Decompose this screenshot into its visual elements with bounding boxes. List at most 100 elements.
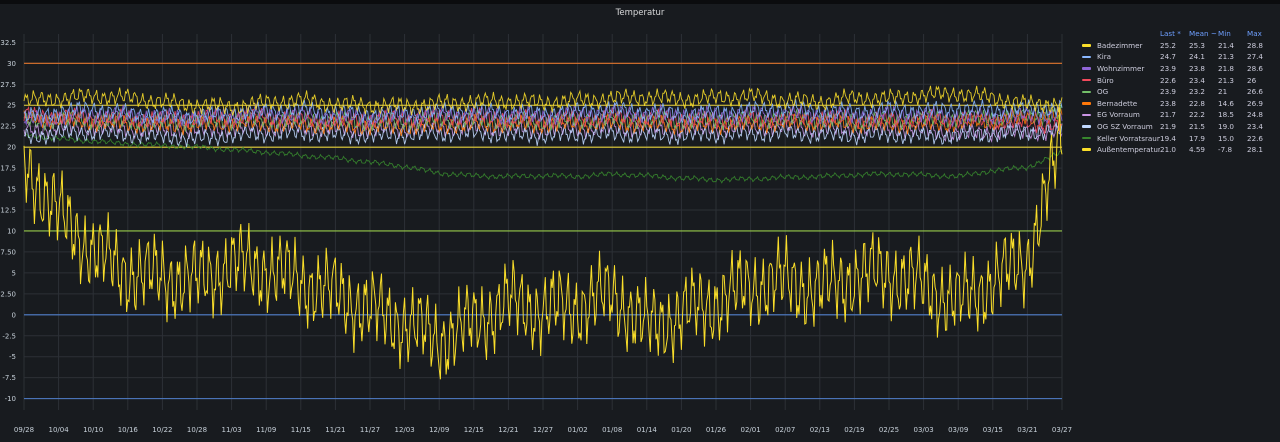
series-line-b-ro[interactable] (23, 105, 1063, 134)
x-tick-label: 01/26 (706, 426, 727, 434)
legend-item[interactable]: OG SZ Vorraum 21.9 21.5 19.0 23.4 (1078, 121, 1276, 133)
legend-item[interactable]: Wohnzimmer 23.9 23.8 21.8 28.6 (1078, 63, 1276, 75)
legend-mean: 24.1 (1189, 52, 1206, 62)
x-tick-label: 10/28 (187, 426, 207, 434)
y-tick-label: -7.5 (2, 374, 16, 382)
y-tick-label: 27.5 (0, 81, 16, 89)
legend-last: 21.7 (1160, 110, 1177, 120)
series-line-kira[interactable] (23, 99, 1063, 125)
series-line-au-entemperatur[interactable] (23, 107, 1063, 380)
legend-swatch (1082, 148, 1091, 151)
legend-header-max[interactable]: Max (1247, 29, 1262, 39)
y-tick-label: -10 (5, 395, 16, 403)
legend-last: 21.9 (1160, 122, 1177, 132)
y-tick-label: 12.5 (0, 207, 16, 215)
legend-item[interactable]: Außentemperatur 21.0 4.59 -7.8 28.1 (1078, 144, 1276, 156)
legend-mean: 23.8 (1189, 64, 1206, 74)
panel-title[interactable]: Temperatur (615, 8, 665, 18)
y-tick-label: 2.50 (0, 290, 16, 298)
x-tick-label: 03/21 (1017, 426, 1037, 434)
legend-mean: 21.5 (1189, 122, 1206, 132)
series-line-keller-vorratsraum[interactable] (23, 131, 1063, 184)
y-tick-label: 32.5 (0, 39, 16, 47)
legend-max: 22.6 (1247, 133, 1264, 143)
legend-swatch (1082, 67, 1091, 70)
x-tick-label: 12/03 (395, 426, 415, 434)
legend-item[interactable]: Kira 24.7 24.1 21.3 27.4 (1078, 51, 1276, 63)
x-tick-label: 11/15 (291, 426, 311, 434)
legend-max: 26.9 (1247, 98, 1264, 108)
legend-swatch (1082, 55, 1091, 59)
time-series-plot[interactable]: 32.5 30 27.5 25 22.5 20 17.5 15 12.5 10 7.50 5 2.50 0… (0, 0, 1075, 442)
legend-item[interactable]: Bernadette 23.8 22.8 14.6 26.9 (1078, 98, 1276, 110)
legend-header-min[interactable]: Min (1218, 29, 1231, 39)
legend-swatch (1082, 90, 1091, 94)
legend-last: 23.9 (1160, 64, 1177, 74)
x-tick-label: 09/28 (14, 426, 34, 434)
legend-min: 21.8 (1218, 64, 1235, 74)
legend-last: 19.4 (1160, 133, 1177, 143)
y-tick-label: 15 (7, 186, 16, 194)
x-tick-label: 10/22 (152, 426, 172, 434)
x-tick-label: 11/03 (222, 426, 242, 434)
legend-item[interactable]: Büro 22.6 23.4 21.3 26 (1078, 74, 1276, 86)
legend-series-name: Wohnzimmer (1097, 64, 1145, 74)
legend-series-name: Außentemperatur (1097, 145, 1160, 155)
y-tick-label: 25 (7, 102, 16, 110)
legend-max: 28.8 (1247, 40, 1264, 50)
legend-min: 14.6 (1218, 98, 1235, 108)
x-tick-label: 02/13 (810, 426, 830, 434)
x-tick-label: 02/19 (844, 426, 864, 434)
legend-last: 23.9 (1160, 87, 1177, 97)
legend-table: Last * Mean ~ Min Max Badezimmer 25.2 25.3… (1078, 28, 1276, 156)
x-tick-label: 02/25 (879, 426, 899, 434)
y-tick-label: 30 (7, 60, 16, 68)
x-tick-label: 12/09 (429, 426, 449, 434)
x-tick-label: 11/21 (325, 426, 345, 434)
x-tick-label: 02/01 (741, 426, 761, 434)
x-tick-label: 01/14 (637, 426, 658, 434)
legend-item[interactable]: Keller Vorratsraum 19.4 17.9 15.0 22.6 (1078, 132, 1276, 144)
legend-mean: 23.2 (1189, 87, 1206, 97)
x-tick-label: 03/27 (1052, 426, 1072, 434)
legend-max: 27.4 (1247, 52, 1264, 62)
x-tick-label: 01/02 (568, 426, 588, 434)
legend-min: 21 (1218, 87, 1228, 97)
legend-mean: 23.4 (1189, 75, 1206, 85)
legend-header-mean[interactable]: Mean ~ (1189, 29, 1217, 39)
legend-max: 26.6 (1247, 87, 1264, 97)
y-tick-label: -5 (9, 353, 16, 361)
legend-series-name: OG (1097, 87, 1109, 97)
legend-min: -7.8 (1218, 145, 1233, 155)
legend-min: 21.3 (1218, 52, 1235, 62)
series-line-badezimmer[interactable] (23, 85, 1063, 116)
x-tick-label: 12/27 (533, 426, 553, 434)
y-tick-label: 10 (7, 227, 16, 235)
legend-series-name: OG SZ Vorraum (1097, 122, 1153, 132)
series-line-og-sz-vorraum[interactable] (23, 122, 1063, 148)
legend-series-name: Kira (1097, 52, 1112, 62)
x-tick-label: 12/15 (464, 426, 484, 434)
legend-series-name: Badezimmer (1097, 40, 1143, 50)
legend-header-last[interactable]: Last * (1160, 29, 1181, 39)
legend-series-name: EG Vorraum (1097, 110, 1140, 120)
legend-min: 18.5 (1218, 110, 1235, 120)
series-line-bernadette[interactable] (23, 106, 1063, 137)
x-tick-label: 03/03 (914, 426, 934, 434)
legend-item[interactable]: EG Vorraum 21.7 22.2 18.5 24.8 (1078, 109, 1276, 121)
x-tick-label: 01/20 (671, 426, 691, 434)
legend-swatch (1082, 44, 1091, 47)
series-line-wohnzimmer[interactable] (23, 103, 1063, 128)
legend-item[interactable]: Badezimmer 25.2 25.3 21.4 28.8 (1078, 40, 1276, 52)
x-tick-label: 11/27 (360, 426, 380, 434)
legend-swatch (1082, 113, 1091, 117)
x-tick-label: 03/15 (983, 426, 1003, 434)
legend-item[interactable]: OG 23.9 23.2 21 26.6 (1078, 86, 1276, 98)
legend-swatch (1082, 136, 1091, 140)
legend-max: 24.8 (1247, 110, 1264, 120)
legend-series-name: Büro (1097, 75, 1114, 85)
legend-max: 28.1 (1247, 145, 1264, 155)
x-tick-label: 12/21 (498, 426, 518, 434)
legend-last: 24.7 (1160, 52, 1177, 62)
